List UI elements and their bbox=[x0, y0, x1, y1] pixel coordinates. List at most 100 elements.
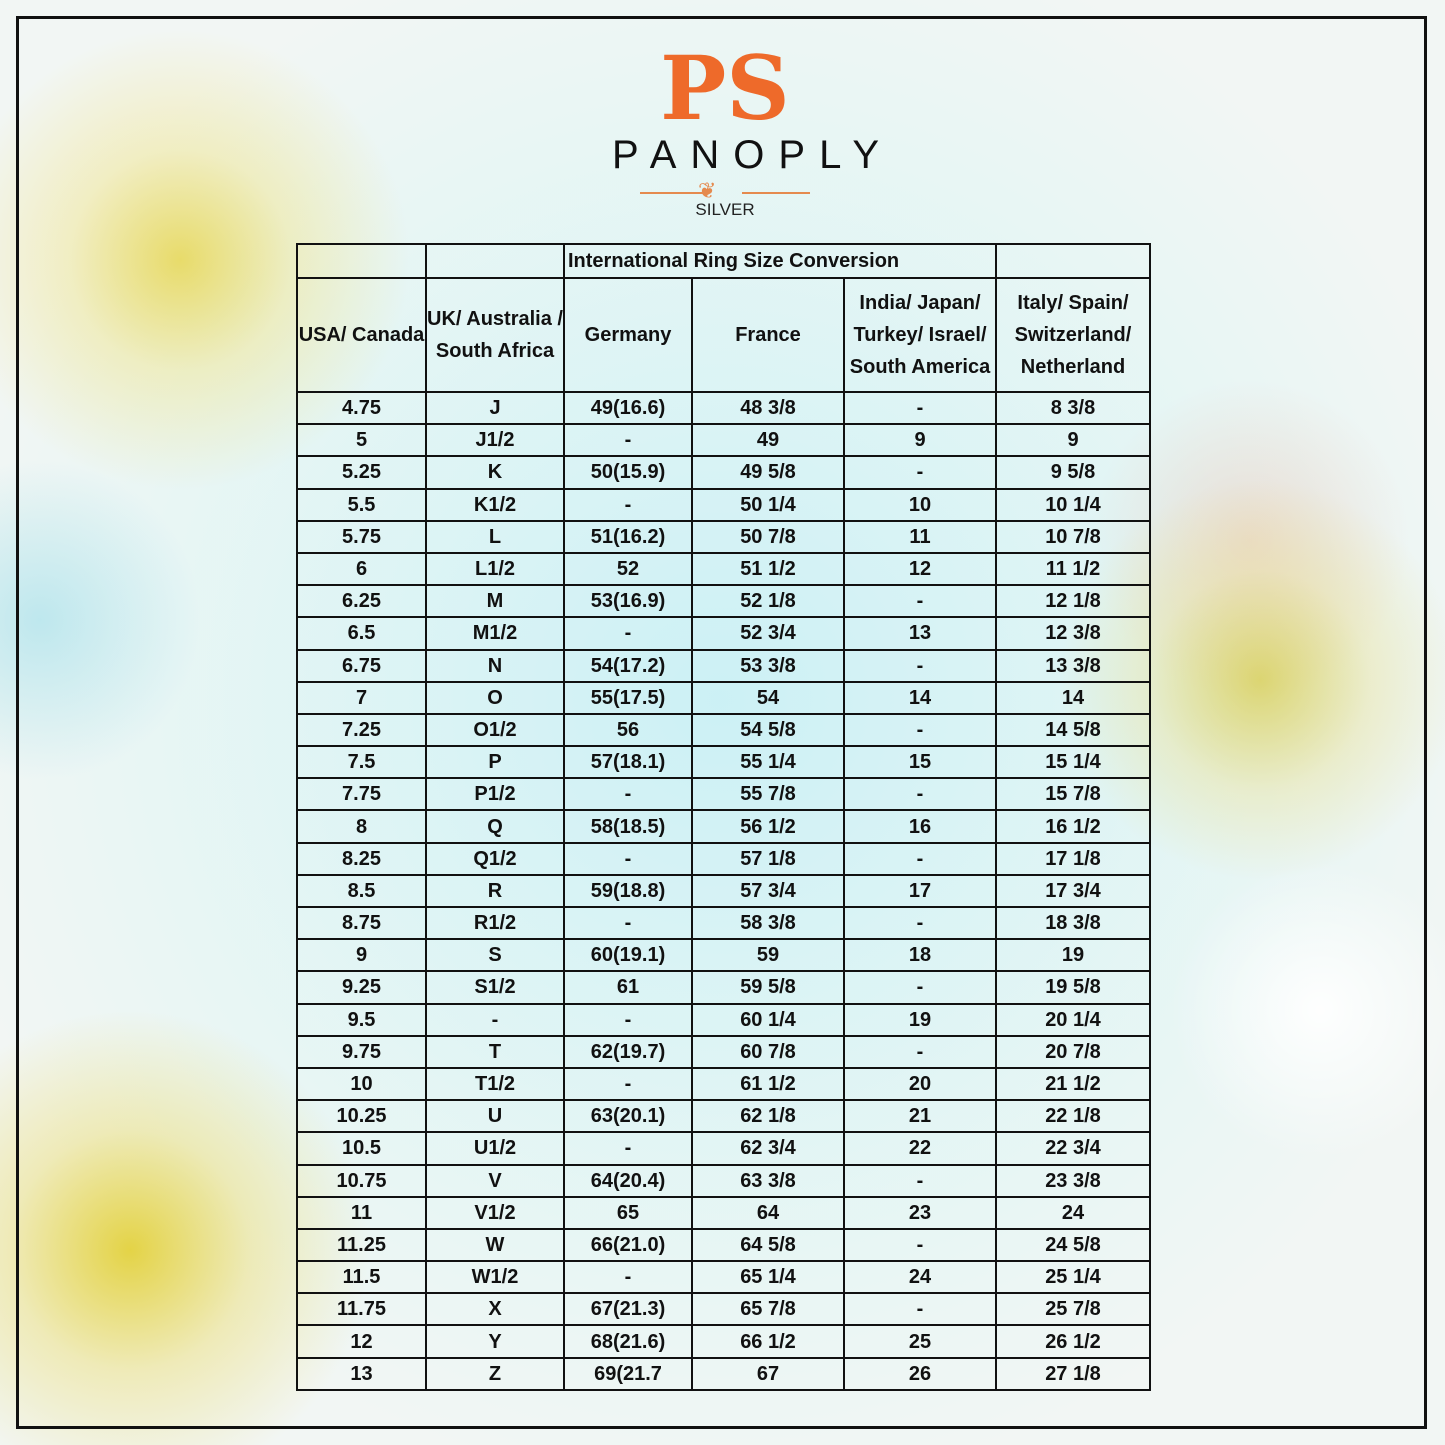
cell-india-japan: - bbox=[843, 777, 997, 812]
cell-france: 65 1/4 bbox=[691, 1260, 845, 1295]
column-header-india-japan: India/ Japan/ Turkey/ Israel/ South Amer… bbox=[843, 277, 997, 393]
cell-france: 58 3/8 bbox=[691, 905, 845, 941]
table-title: International Ring Size Conversion bbox=[563, 243, 997, 279]
cell-india-japan: - bbox=[843, 1163, 997, 1198]
cell-usa-canada: 8.75 bbox=[296, 905, 427, 941]
cell-uk-australia: L bbox=[425, 519, 565, 554]
table-row: 13 Z 69(21.7 67 26 27 1/8 bbox=[296, 1356, 1151, 1391]
cell-india-japan: 17 bbox=[843, 873, 997, 909]
panoply-logo: PS PANOPLY ❦ SILVER bbox=[600, 36, 879, 220]
cell-india-japan: - bbox=[843, 584, 997, 619]
cell-france: 57 1/8 bbox=[691, 841, 845, 876]
cell-germany: 60(19.1) bbox=[563, 938, 693, 973]
table-row: 6.25 M 53(16.9) 52 1/8-12 1/8 bbox=[296, 584, 1151, 619]
cell-usa-canada: 6.25 bbox=[296, 584, 427, 619]
cell-italy-spain: 22 3/4 bbox=[995, 1131, 1151, 1166]
cell-uk-australia: Q1/2 bbox=[425, 841, 565, 876]
cell-italy-spain: 15 1/4 bbox=[995, 745, 1151, 780]
cell-uk-australia: V1/2 bbox=[425, 1195, 565, 1230]
table-row: 10.5 U1/2-62 3/4 22 22 3/4 bbox=[296, 1131, 1151, 1166]
cell-italy-spain: 22 1/8 bbox=[995, 1099, 1151, 1134]
cell-india-japan: 19 bbox=[843, 1002, 997, 1037]
cell-france: 52 3/4 bbox=[691, 616, 845, 651]
cell-india-japan: - bbox=[843, 455, 997, 490]
column-header-germany: Germany bbox=[563, 277, 693, 393]
cell-germany: 58(18.5) bbox=[563, 809, 693, 844]
cell-usa-canada: 5.25 bbox=[296, 455, 427, 490]
cell-india-japan: 9 bbox=[843, 423, 997, 458]
cell-italy-spain: 27 1/8 bbox=[995, 1356, 1151, 1391]
table-row: 5.25 K 50(15.9) 49 5/8-9 5/8 bbox=[296, 455, 1151, 490]
cell-italy-spain: 12 1/8 bbox=[995, 584, 1151, 619]
cell-usa-canada: 5.75 bbox=[296, 519, 427, 554]
cell-usa-canada: 5.5 bbox=[296, 487, 427, 522]
table-row: 11.5 W1/2-65 1/4 24 25 1/4 bbox=[296, 1260, 1151, 1295]
table-row: 8.25 Q1/2-57 1/8-17 1/8 bbox=[296, 841, 1151, 876]
cell-germany: 61 bbox=[563, 970, 693, 1005]
cell-germany: 59(18.8) bbox=[563, 873, 693, 909]
table-row: 5 J1/2-49 9 9 bbox=[296, 423, 1151, 458]
cell-france: 50 1/4 bbox=[691, 487, 845, 522]
cell-uk-australia: T bbox=[425, 1034, 565, 1069]
cell-germany: 53(16.9) bbox=[563, 584, 693, 619]
cell-india-japan: - bbox=[843, 970, 997, 1005]
cell-italy-spain: 23 3/8 bbox=[995, 1163, 1151, 1198]
cell-germany: 68(21.6) bbox=[563, 1324, 693, 1359]
cell-uk-australia: R1/2 bbox=[425, 905, 565, 941]
table-row: 11.75 X 67(21.3) 65 7/8-25 7/8 bbox=[296, 1292, 1151, 1327]
cell-germany: 56 bbox=[563, 712, 693, 748]
page-frame bbox=[16, 16, 1427, 1429]
cell-india-japan: - bbox=[843, 841, 997, 876]
cell-usa-canada: 10.5 bbox=[296, 1131, 427, 1166]
cell-usa-canada: 7.5 bbox=[296, 745, 427, 780]
cell-germany: 50(15.9) bbox=[563, 455, 693, 490]
cell-italy-spain: 11 1/2 bbox=[995, 551, 1151, 587]
cell-italy-spain: 14 5/8 bbox=[995, 712, 1151, 748]
cell-germany: - bbox=[563, 905, 693, 941]
cell-india-japan: - bbox=[843, 390, 997, 426]
cell-usa-canada: 10 bbox=[296, 1066, 427, 1102]
cell-usa-canada: 7.75 bbox=[296, 777, 427, 812]
cell-france: 51 1/2 bbox=[691, 551, 845, 587]
table-row: 9 S 60(19.1) 59 18 19 bbox=[296, 938, 1151, 973]
cell-uk-australia: O1/2 bbox=[425, 712, 565, 748]
table-row: 11 V1/2 65 64 23 24 bbox=[296, 1195, 1151, 1230]
table-row: 8 Q 58(18.5) 56 1/2 16 16 1/2 bbox=[296, 809, 1151, 844]
cell-germany: 66(21.0) bbox=[563, 1227, 693, 1263]
cell-usa-canada: 9.75 bbox=[296, 1034, 427, 1069]
cell-uk-australia: W bbox=[425, 1227, 565, 1263]
table-row: 4.75 J 49(16.6) 48 3/8-8 3/8 bbox=[296, 390, 1151, 426]
cell-uk-australia: T1/2 bbox=[425, 1066, 565, 1102]
cell-france: 67 bbox=[691, 1356, 845, 1391]
cell-germany: 67(21.3) bbox=[563, 1292, 693, 1327]
cell-uk-australia: N bbox=[425, 648, 565, 683]
cell-germany: 64(20.4) bbox=[563, 1163, 693, 1198]
cell-uk-australia: W1/2 bbox=[425, 1260, 565, 1295]
cell-italy-spain: 9 5/8 bbox=[995, 455, 1151, 490]
cell-germany: 54(17.2) bbox=[563, 648, 693, 683]
cell-usa-canada: 10.75 bbox=[296, 1163, 427, 1198]
table-row: 7.25 O1/2 56 54 5/8-14 5/8 bbox=[296, 712, 1151, 748]
cell-france: 54 bbox=[691, 680, 845, 715]
cell-italy-spain: 8 3/8 bbox=[995, 390, 1151, 426]
cell-uk-australia: X bbox=[425, 1292, 565, 1327]
cell-italy-spain: 19 bbox=[995, 938, 1151, 973]
brand-subtitle: SILVER bbox=[695, 200, 755, 219]
cell-uk-australia: Q bbox=[425, 809, 565, 844]
cell-india-japan: - bbox=[843, 712, 997, 748]
cell-france: 55 1/4 bbox=[691, 745, 845, 780]
cell-uk-australia: J1/2 bbox=[425, 423, 565, 458]
cell-germany: 55(17.5) bbox=[563, 680, 693, 715]
cell-uk-australia: Z bbox=[425, 1356, 565, 1391]
cell-usa-canada: 11.75 bbox=[296, 1292, 427, 1327]
cell-india-japan: 26 bbox=[843, 1356, 997, 1391]
table-row: 9.5- -60 1/4 19 20 1/4 bbox=[296, 1002, 1151, 1037]
logo-divider: ❦ bbox=[640, 178, 810, 204]
cell-germany: 69(21.7 bbox=[563, 1356, 693, 1391]
cell-india-japan: 21 bbox=[843, 1099, 997, 1134]
cell-france: 64 bbox=[691, 1195, 845, 1230]
table-row: 6.75 N 54(17.2) 53 3/8-13 3/8 bbox=[296, 648, 1151, 683]
cell-germany: 63(20.1) bbox=[563, 1099, 693, 1134]
logo-monogram: PS bbox=[660, 36, 790, 140]
cell-france: 61 1/2 bbox=[691, 1066, 845, 1102]
